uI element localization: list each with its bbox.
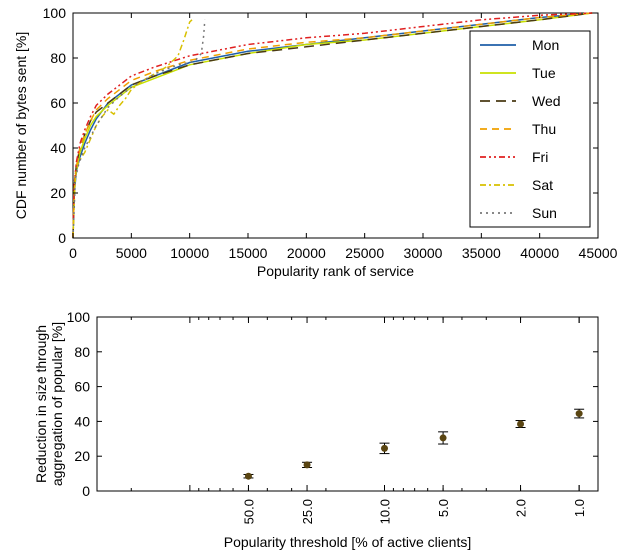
series-line-fri: [72, 12, 593, 239]
x-tick-label: 25.0: [300, 499, 315, 524]
legend-label-mon: Mon: [532, 37, 559, 53]
data-point: [244, 472, 252, 480]
x-tick-label: 5.0: [436, 499, 451, 517]
legend-label-thu: Thu: [532, 121, 556, 137]
reduction-y-ticks: 0 20 40 60 80 100: [67, 309, 598, 499]
cdf-x-axis-label: Popularity rank of service: [257, 263, 414, 279]
x-tick-label: 40000: [520, 245, 559, 261]
legend-label-wed: Wed: [532, 93, 561, 109]
x-tick-label: 25000: [345, 245, 384, 261]
x-tick-label: 35000: [462, 245, 501, 261]
cdf-y-ticks: 0 20 40 60 80 100: [43, 5, 598, 246]
series-line-sun: [72, 19, 206, 239]
legend-box: [469, 30, 591, 228]
reduction-plot-frame: [96, 316, 599, 492]
cdf-plot-frame: [72, 12, 599, 239]
x-tick-label: 15000: [229, 245, 268, 261]
reduction-y-axis-label-line1: Reduction in size through: [33, 325, 49, 483]
data-point: [575, 410, 583, 418]
legend-label-sat: Sat: [532, 177, 553, 193]
y-tick-label: 100: [67, 309, 91, 325]
series-line-thu: [72, 12, 593, 239]
data-point: [517, 420, 525, 428]
y-tick-label: 80: [74, 344, 90, 360]
cdf-legend: Mon Tue Wed Thu Fri Sat Sun: [469, 30, 591, 228]
series-line-wed: [72, 12, 593, 239]
cdf-x-ticks: 0 5000 10000 15000 20000 25000 30000 35000 40000…: [69, 13, 618, 261]
x-tick-label: 2.0: [514, 499, 529, 517]
x-tick-label: 0: [69, 245, 77, 261]
series-line-sat: [72, 19, 193, 239]
reduction-points: [243, 408, 585, 480]
data-point: [303, 461, 311, 469]
y-tick-label: 100: [43, 5, 67, 21]
reduction-x-axis-label: Popularity threshold [% of active client…: [224, 534, 471, 550]
legend-label-tue: Tue: [532, 65, 556, 81]
cdf-series-group: [72, 12, 593, 239]
y-tick-label: 20: [50, 185, 66, 201]
y-tick-label: 60: [50, 95, 66, 111]
data-point: [439, 434, 447, 442]
reduction-y-axis-label-line2: aggregation of popular [%]: [49, 322, 65, 486]
reduction-chart: 50.0 25.0 10.0 5.0 2.0 1.0 0 20 40 60 80 100 Popul…: [33, 309, 599, 550]
x-tick-label: 10000: [170, 245, 209, 261]
y-tick-label: 60: [74, 379, 90, 395]
x-tick-label: 30000: [404, 245, 443, 261]
x-tick-label: 20000: [287, 245, 326, 261]
data-point: [381, 444, 389, 452]
legend-label-fri: Fri: [532, 149, 548, 165]
x-tick-label: 50.0: [241, 499, 256, 524]
cdf-chart: 0 5000 10000 15000 20000 25000 30000 35000 40000…: [13, 5, 618, 279]
x-tick-label: 1.0: [572, 499, 587, 517]
cdf-y-axis-label: CDF number of bytes sent [%]: [13, 32, 29, 220]
x-tick-label: 45000: [579, 245, 618, 261]
y-tick-label: 20: [74, 448, 90, 464]
y-tick-label: 40: [50, 140, 66, 156]
y-tick-label: 0: [82, 483, 90, 499]
y-tick-label: 0: [58, 230, 66, 246]
legend-label-sun: Sun: [532, 205, 557, 221]
y-tick-label: 40: [74, 413, 90, 429]
reduction-x-ticks: 50.0 25.0 10.0 5.0 2.0 1.0: [96, 317, 587, 524]
x-tick-label: 10.0: [378, 499, 393, 524]
x-tick-label: 5000: [116, 245, 147, 261]
y-tick-label: 80: [50, 50, 66, 66]
